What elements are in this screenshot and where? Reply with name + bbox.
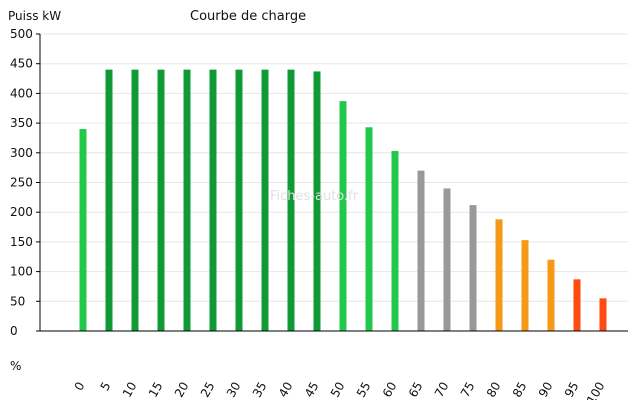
x-tick-label-0: 0 [72, 380, 88, 394]
bar-45 [313, 71, 321, 331]
bar-70 [443, 188, 451, 331]
y-tick-label-400: 400 [10, 86, 33, 100]
x-tick-label-50: 50 [328, 380, 348, 400]
y-tick-label-500: 500 [10, 27, 33, 41]
axes [36, 33, 628, 332]
chart-title: Courbe de charge [190, 9, 306, 24]
bar-40 [287, 69, 295, 331]
bar-65 [417, 170, 425, 331]
x-tick-label-45: 45 [302, 380, 322, 400]
x-tick-label-75: 75 [458, 380, 478, 400]
y-tick-label-100: 100 [10, 265, 33, 279]
bar-10 [131, 69, 139, 331]
x-tick-label-40: 40 [276, 380, 296, 400]
bar-80 [495, 219, 503, 331]
y-tick-label-350: 350 [10, 116, 33, 130]
x-tick-label-30: 30 [224, 380, 244, 400]
x-tick-label-80: 80 [484, 380, 504, 400]
x-tick-label-60: 60 [380, 380, 400, 400]
x-tick-label-10: 10 [120, 380, 140, 400]
y-tick-label-450: 450 [10, 57, 33, 71]
x-tick-label-15: 15 [146, 380, 166, 400]
y-tick-label-0: 0 [10, 324, 18, 338]
bar-0 [79, 129, 87, 331]
bar-50 [339, 101, 347, 331]
watermark: Fiches-auto.fr [270, 189, 359, 204]
bar-20 [183, 69, 191, 331]
x-tick-label-5: 5 [98, 380, 114, 394]
bar-55 [365, 127, 373, 332]
bar-5 [105, 69, 113, 331]
bar-95 [573, 279, 581, 331]
y-tick-label-300: 300 [10, 146, 33, 160]
bar-90 [547, 259, 555, 331]
x-tick-label-20: 20 [172, 380, 192, 400]
bar-85 [521, 240, 529, 331]
y-tick-label-150: 150 [10, 235, 33, 249]
x-tick-label-25: 25 [198, 380, 218, 400]
x-tick-label-85: 85 [510, 380, 530, 400]
y-tick-label-200: 200 [10, 205, 33, 219]
bar-35 [261, 69, 269, 331]
bar-60 [391, 151, 399, 331]
bar-series [79, 69, 607, 332]
bar-25 [209, 69, 217, 331]
grid-lines [40, 33, 628, 302]
bar-30 [235, 69, 243, 331]
x-tick-label-70: 70 [432, 380, 452, 400]
x-axis-label: % [10, 359, 21, 373]
bar-100 [599, 298, 607, 331]
x-tick-label-95: 95 [562, 380, 582, 400]
y-tick-label-250: 250 [10, 176, 33, 190]
x-tick-label-65: 65 [406, 380, 426, 400]
bar-75 [469, 205, 477, 331]
x-tick-label-100: 100 [584, 380, 608, 400]
x-tick-label-35: 35 [250, 380, 270, 400]
y-tick-label-50: 50 [10, 294, 25, 308]
x-tick-label-90: 90 [536, 380, 556, 400]
bar-15 [157, 69, 165, 331]
y-axis-label: Puiss kW [8, 9, 61, 23]
x-tick-label-55: 55 [354, 380, 374, 400]
